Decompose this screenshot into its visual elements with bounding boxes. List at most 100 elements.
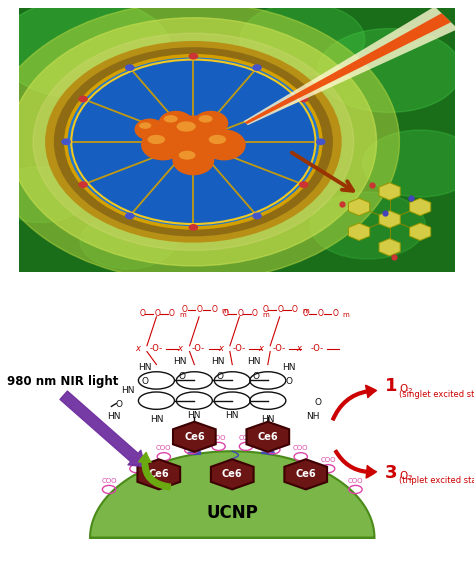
Text: m: m bbox=[222, 308, 228, 314]
Ellipse shape bbox=[209, 135, 226, 144]
Text: O: O bbox=[115, 401, 122, 410]
Text: UCNP: UCNP bbox=[206, 504, 258, 522]
Ellipse shape bbox=[240, 3, 365, 76]
FancyArrowPatch shape bbox=[332, 385, 376, 420]
Text: O: O bbox=[217, 371, 224, 380]
Polygon shape bbox=[284, 459, 327, 489]
Ellipse shape bbox=[139, 122, 151, 129]
Text: -O-: -O- bbox=[310, 344, 324, 353]
Text: COO: COO bbox=[320, 457, 336, 463]
Ellipse shape bbox=[147, 135, 165, 144]
Text: COO: COO bbox=[348, 477, 363, 484]
Ellipse shape bbox=[158, 111, 193, 136]
Ellipse shape bbox=[78, 95, 88, 103]
Ellipse shape bbox=[299, 95, 309, 103]
Text: O: O bbox=[179, 371, 186, 380]
Polygon shape bbox=[90, 451, 374, 538]
Ellipse shape bbox=[141, 130, 185, 160]
Text: O: O bbox=[286, 378, 292, 387]
Ellipse shape bbox=[189, 224, 198, 231]
Polygon shape bbox=[245, 13, 451, 124]
Text: HN: HN bbox=[211, 357, 225, 366]
Text: HN: HN bbox=[226, 411, 239, 420]
Ellipse shape bbox=[318, 29, 462, 112]
Text: x: x bbox=[135, 344, 140, 353]
Ellipse shape bbox=[78, 181, 88, 188]
Text: O: O bbox=[332, 310, 338, 319]
Text: O: O bbox=[222, 310, 228, 319]
Text: -O-: -O- bbox=[192, 344, 205, 353]
Polygon shape bbox=[410, 223, 431, 241]
Polygon shape bbox=[246, 422, 289, 452]
Text: O: O bbox=[318, 310, 324, 319]
Ellipse shape bbox=[125, 65, 135, 71]
Polygon shape bbox=[410, 198, 431, 215]
Text: O: O bbox=[169, 310, 174, 319]
Text: O: O bbox=[211, 305, 217, 314]
Ellipse shape bbox=[173, 145, 214, 175]
Text: 980 nm NIR light: 980 nm NIR light bbox=[7, 375, 118, 388]
Text: Ce6: Ce6 bbox=[295, 470, 316, 479]
FancyArrowPatch shape bbox=[334, 450, 376, 478]
Ellipse shape bbox=[179, 151, 195, 160]
Ellipse shape bbox=[54, 47, 333, 236]
Ellipse shape bbox=[252, 213, 262, 219]
Ellipse shape bbox=[299, 181, 309, 188]
Text: COO: COO bbox=[293, 445, 309, 451]
Text: x: x bbox=[258, 344, 263, 353]
Text: O: O bbox=[182, 305, 188, 314]
Polygon shape bbox=[244, 7, 458, 125]
Ellipse shape bbox=[193, 111, 228, 136]
Text: HN: HN bbox=[173, 357, 187, 366]
Ellipse shape bbox=[363, 130, 474, 197]
Polygon shape bbox=[379, 211, 400, 228]
Text: $\mathbf{3}$: $\mathbf{3}$ bbox=[384, 464, 397, 482]
FancyArrowPatch shape bbox=[139, 453, 171, 490]
Ellipse shape bbox=[316, 139, 326, 145]
Text: Ce6: Ce6 bbox=[184, 432, 205, 442]
Text: COO: COO bbox=[183, 438, 199, 444]
Ellipse shape bbox=[10, 18, 376, 266]
Ellipse shape bbox=[199, 115, 212, 122]
Text: $\mathrm{O_2}$: $\mathrm{O_2}$ bbox=[399, 469, 413, 482]
Text: COO: COO bbox=[128, 457, 144, 463]
Ellipse shape bbox=[0, 0, 171, 99]
Polygon shape bbox=[348, 223, 370, 241]
Text: O: O bbox=[278, 305, 283, 314]
Text: HN: HN bbox=[107, 412, 120, 421]
Text: O: O bbox=[139, 310, 145, 319]
Text: HN: HN bbox=[121, 386, 135, 395]
Text: O: O bbox=[252, 310, 257, 319]
Text: O: O bbox=[253, 371, 259, 380]
Text: x: x bbox=[296, 344, 301, 353]
Text: O: O bbox=[237, 310, 243, 319]
Ellipse shape bbox=[169, 116, 218, 150]
Polygon shape bbox=[137, 459, 180, 489]
Polygon shape bbox=[379, 238, 400, 256]
Ellipse shape bbox=[0, 2, 400, 282]
Text: Ce6: Ce6 bbox=[222, 470, 243, 479]
Polygon shape bbox=[173, 422, 216, 452]
Polygon shape bbox=[211, 459, 254, 489]
Text: (singlet excited state): (singlet excited state) bbox=[399, 389, 474, 398]
Text: HN: HN bbox=[247, 357, 260, 366]
Ellipse shape bbox=[164, 115, 178, 122]
Text: COO: COO bbox=[211, 435, 226, 440]
Ellipse shape bbox=[310, 192, 425, 259]
Ellipse shape bbox=[67, 57, 320, 227]
Text: -O-: -O- bbox=[149, 344, 163, 353]
Text: O: O bbox=[314, 398, 321, 407]
Text: m: m bbox=[343, 312, 349, 319]
Text: x: x bbox=[177, 344, 182, 353]
Text: HN: HN bbox=[283, 363, 296, 372]
Polygon shape bbox=[348, 198, 370, 215]
Text: -O-: -O- bbox=[273, 344, 286, 353]
Text: HN: HN bbox=[188, 411, 201, 420]
Ellipse shape bbox=[61, 139, 71, 145]
Text: COO: COO bbox=[101, 477, 117, 484]
Ellipse shape bbox=[189, 53, 198, 59]
Text: O: O bbox=[141, 378, 148, 387]
Text: COO: COO bbox=[265, 438, 281, 444]
Text: Ce6: Ce6 bbox=[257, 432, 278, 442]
Ellipse shape bbox=[71, 59, 316, 224]
